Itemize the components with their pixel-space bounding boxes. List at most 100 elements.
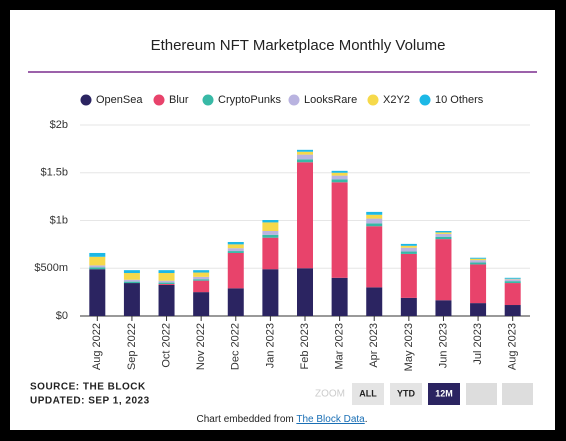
bar-segment (227, 248, 244, 252)
x-tick-label: Sep 2022 (126, 323, 138, 370)
zoom-button-label: YTD (397, 388, 416, 398)
bar-segment (123, 283, 140, 316)
bar-segment (504, 281, 521, 284)
bar-segment (227, 251, 244, 253)
bar-segment (89, 267, 106, 270)
legend-marker (288, 94, 300, 106)
y-tick-label: $500m (34, 262, 68, 274)
bar-segment (297, 151, 313, 155)
bar-segment (193, 292, 210, 316)
bar-segment (504, 305, 521, 316)
bar-segment (331, 277, 348, 316)
bar-segment (297, 159, 313, 163)
bar-segment (227, 244, 244, 249)
bar-segment (89, 252, 106, 257)
bar-segment (504, 277, 521, 279)
bar-segment (366, 214, 383, 219)
bar-segment (400, 297, 417, 316)
legend-marker (80, 94, 92, 106)
bar-segment (470, 257, 487, 259)
bar-segment (158, 282, 175, 285)
bar-segment (331, 182, 348, 278)
footer-text: Chart embedded from (196, 414, 296, 425)
zoom-label: ZOOM (315, 389, 345, 400)
bar-segment (470, 260, 487, 263)
bar-segment (89, 265, 106, 268)
zoom-button-blank[interactable] (466, 383, 497, 405)
legend-label: Blur (169, 94, 189, 106)
bar-segment (470, 262, 487, 265)
legend-label: 10 Others (435, 94, 484, 106)
bar-segment (366, 218, 383, 224)
bar-segment (193, 276, 210, 280)
bar-segment (331, 172, 348, 176)
legend-marker (367, 94, 379, 106)
bar-segment (400, 253, 417, 298)
zoom-button[interactable] (390, 383, 422, 405)
zoom-button-blank[interactable] (502, 383, 533, 405)
zoom-button[interactable] (428, 383, 460, 405)
legend-label: CryptoPunks (218, 94, 281, 106)
x-tick-label: Aug 2023 (507, 323, 519, 370)
bar-segment (366, 223, 383, 227)
x-tick-label: Oct 2022 (160, 323, 172, 368)
bar-segment (262, 269, 279, 316)
bar-segment (193, 279, 210, 281)
x-tick-label: Aug 2022 (91, 323, 103, 370)
x-tick-label: Apr 2023 (368, 323, 380, 368)
bar-segment (227, 241, 244, 245)
bar-segment (123, 279, 140, 282)
x-tick-label: Nov 2022 (195, 323, 207, 370)
zoom-button-label: 12M (435, 388, 453, 398)
bar-segment (262, 234, 279, 238)
bar-segment (158, 280, 175, 283)
bar-segment (262, 237, 279, 270)
bar-segment (435, 232, 452, 234)
bar-segment (435, 233, 452, 237)
bar-segment (123, 270, 140, 274)
legend-marker (153, 94, 165, 106)
legend-label: LooksRare (304, 94, 357, 106)
bar-segment (158, 270, 175, 274)
legend-label: OpenSea (96, 94, 143, 106)
x-tick-label: Jun 2023 (437, 323, 449, 368)
legend-marker (419, 94, 431, 106)
x-tick-label: May 2023 (403, 323, 415, 371)
x-tick-label: Feb 2023 (299, 323, 311, 369)
bar-segment (123, 281, 140, 284)
bar-segment (504, 279, 521, 282)
footer-link[interactable]: The Block Data (296, 414, 365, 425)
bar-segment (158, 284, 175, 285)
footer: Chart embedded from The Block Data. (196, 414, 367, 425)
bar-segment (331, 170, 348, 173)
bar-segment (297, 149, 313, 152)
bar-segment (470, 303, 487, 316)
bar-segment (331, 175, 348, 180)
bar-segment (366, 226, 383, 288)
bar-segment (331, 179, 348, 183)
zoom-button-label: ALL (359, 388, 377, 398)
bar-segment (193, 280, 210, 293)
bar-segment (366, 211, 383, 215)
bar-segment (158, 273, 175, 281)
bar-segment (470, 264, 487, 304)
x-tick-label: Mar 2023 (334, 323, 346, 369)
source: SOURCE: THE BLOCK (30, 382, 146, 393)
footer-end: . (365, 414, 368, 425)
y-tick-label: $0 (56, 310, 68, 322)
bar-segment (89, 256, 106, 266)
y-tick-label: $1.5b (40, 167, 68, 179)
bar-segment (158, 284, 175, 316)
bar-segment (89, 269, 106, 316)
bar-segment (400, 251, 417, 254)
x-tick-label: Jan 2023 (264, 323, 276, 368)
y-tick-label: $1b (50, 214, 68, 226)
bar-segment (297, 154, 313, 160)
updated: UPDATED: SEP 1, 2023 (30, 396, 150, 407)
bar-segment (435, 236, 452, 240)
bar-segment (400, 243, 417, 246)
bar-segment (193, 270, 210, 273)
bar-segment (400, 245, 417, 248)
zoom-button[interactable] (352, 383, 384, 405)
